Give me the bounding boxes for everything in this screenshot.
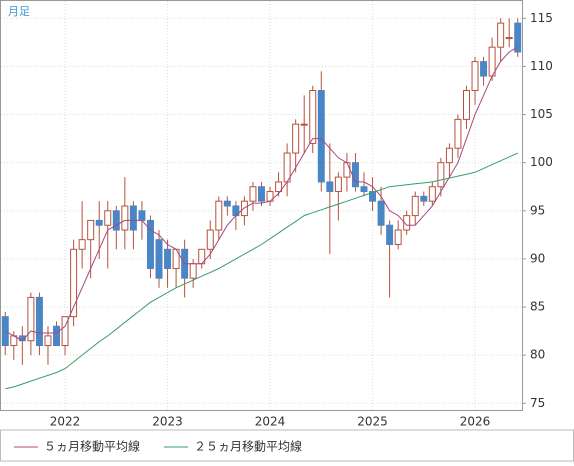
candle-body [471,61,479,91]
y-tick-label: 95 [530,203,545,217]
y-tick-label: 105 [530,107,553,121]
candle-body [351,162,359,188]
candle-body [215,200,223,231]
candle-body [360,186,368,193]
candle-body [454,118,462,149]
legend-label: ５ヵ月移動平均線 [44,439,140,454]
candle-body [112,210,120,231]
candle-body [138,210,146,221]
candle-body [129,205,137,231]
candle-body [223,200,231,207]
x-tick-label: 2026 [460,415,491,429]
candle-body [386,224,394,245]
candle-body [61,316,69,347]
candle-body [1,316,9,347]
y-tick-label: 75 [530,396,545,410]
y-tick-label: 110 [530,59,553,73]
ma-line [5,152,518,390]
ma-line [5,46,518,342]
candle-body [369,191,377,202]
y-tick-label: 100 [530,155,553,169]
candle-body [437,162,445,188]
candle-body [428,186,436,202]
x-tick-label: 2024 [255,415,286,429]
candle-body [258,186,265,202]
candle-body [445,147,453,164]
y-tick-label: 90 [530,251,545,265]
candle-body [334,176,342,193]
candle-body [206,229,214,250]
candle-body [497,22,505,48]
y-tick-label: 85 [530,300,545,314]
candle-body [95,219,103,226]
x-tick-label: 2025 [357,415,388,429]
candle-body [326,181,334,193]
candle-body [78,239,86,250]
candle-body [53,325,61,347]
candle-body [292,123,300,154]
plot-frame [0,0,523,411]
candle-body [343,162,351,178]
candle-body [35,296,43,347]
candle-body [420,195,428,202]
candle-body [275,181,283,193]
candle-body [309,89,317,144]
y-tick-label: 115 [530,11,553,25]
candle-body [394,229,402,245]
chart-label: 月足 [8,5,30,18]
candle-body [27,296,35,342]
candle-body [104,210,112,226]
candle-body [317,89,325,183]
candle-body [44,335,52,347]
candle-body [505,37,513,40]
candle-body [146,219,154,270]
candle-body [249,186,257,202]
candle-body [87,219,95,241]
candle-body [155,239,163,279]
candle-body [300,123,308,126]
candle-body [164,248,172,270]
candle-body [189,263,197,279]
legend-label: ２５ヵ月移動平均線 [194,439,302,454]
candle-body [411,195,419,217]
candle-body [403,215,411,231]
candle-body [377,200,385,226]
candle-body [480,61,488,77]
y-tick-label: 80 [530,348,545,362]
x-tick-label: 2023 [152,415,183,429]
candle-body [462,89,470,120]
candle-body [121,205,129,231]
candle-body [514,22,522,53]
x-tick-label: 2022 [50,415,81,429]
candle-body [70,248,78,318]
